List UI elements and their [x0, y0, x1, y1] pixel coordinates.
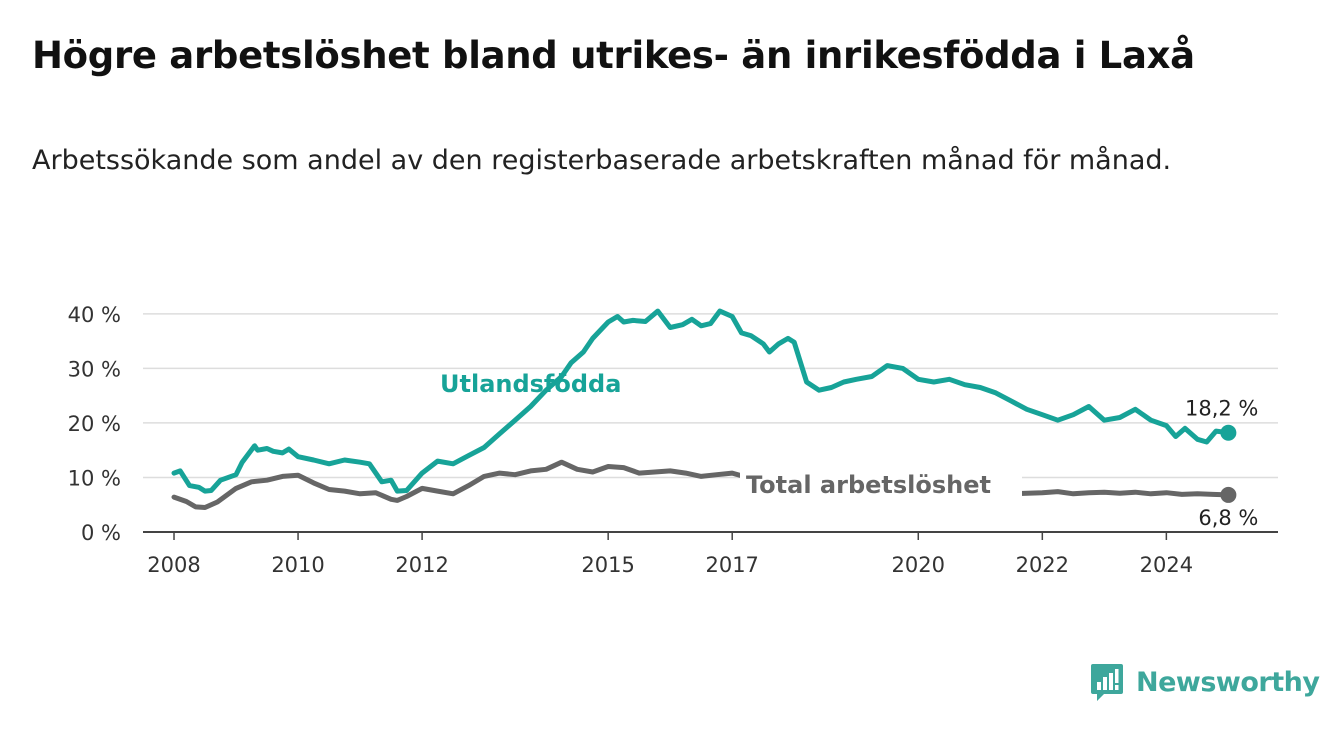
series-line-0	[171, 308, 1231, 494]
x-tick-label: 2020	[892, 553, 945, 577]
y-tick-label: 20 %	[68, 412, 121, 436]
grid-lines	[143, 313, 1278, 533]
x-axis-ticks: 2008 2010 2012 2015 2017 2020 2022 2024	[147, 532, 1193, 577]
x-tick-label: 2015	[581, 553, 634, 577]
newsworthy-logo: Newsworthy	[1090, 660, 1320, 704]
bar-chart-icon	[1091, 664, 1123, 701]
x-tick-label: 2008	[147, 553, 200, 577]
series-end-label-0: 18,2 %	[1185, 397, 1258, 421]
chart-subtitle: Arbetssökande som andel av den registerb…	[32, 145, 1172, 176]
y-tick-label: 30 %	[68, 357, 121, 381]
series-name-label-bg	[740, 466, 1022, 502]
y-axis-ticks: 0 % 10 % 20 % 30 % 40 %	[68, 303, 121, 545]
x-tick-label: 2024	[1140, 553, 1193, 577]
series-end-label-1: 6,8 %	[1198, 506, 1258, 530]
series-end-point-0	[1220, 424, 1237, 441]
x-tick-label: 2022	[1016, 553, 1069, 577]
series-lines	[171, 308, 1237, 510]
series-labels: 18,2 % 6,8 % Utlandsfödda Total arbetslöshe…	[440, 370, 1258, 530]
y-tick-label: 40 %	[68, 303, 121, 327]
x-tick-label: 2017	[705, 553, 758, 577]
series-name-label-1: Total arbetslöshet	[746, 471, 991, 499]
series-name-label-0: Utlandsfödda	[440, 370, 621, 398]
series-line-1	[171, 459, 1231, 510]
chart-title: Högre arbetslöshet bland utrikes- än inr…	[32, 34, 1195, 77]
y-tick-label: 10 %	[68, 466, 121, 490]
x-tick-label: 2010	[271, 553, 324, 577]
series-end-point-1	[1220, 486, 1237, 503]
brand-name: Newsworthy	[1136, 666, 1320, 698]
x-tick-label: 2012	[395, 553, 448, 577]
y-tick-label: 0 %	[81, 521, 121, 545]
